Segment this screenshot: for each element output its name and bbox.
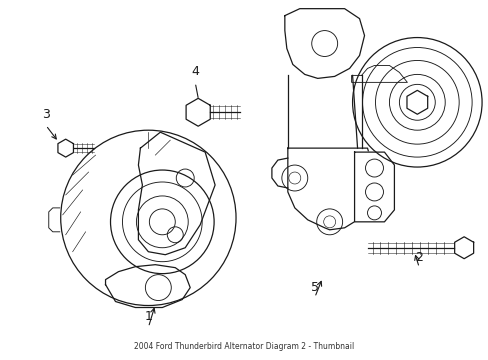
- Text: 3: 3: [42, 108, 50, 121]
- Text: 4: 4: [191, 66, 199, 78]
- Polygon shape: [406, 90, 427, 114]
- Polygon shape: [454, 237, 473, 259]
- Text: 2004 Ford Thunderbird Alternator Diagram 2 - Thumbnail: 2004 Ford Thunderbird Alternator Diagram…: [134, 342, 353, 351]
- Text: 2: 2: [414, 251, 423, 264]
- Polygon shape: [58, 139, 73, 157]
- Polygon shape: [354, 152, 394, 222]
- Text: 5: 5: [310, 280, 318, 293]
- Text: 1: 1: [144, 310, 152, 323]
- Polygon shape: [186, 98, 210, 126]
- Polygon shape: [351, 66, 407, 82]
